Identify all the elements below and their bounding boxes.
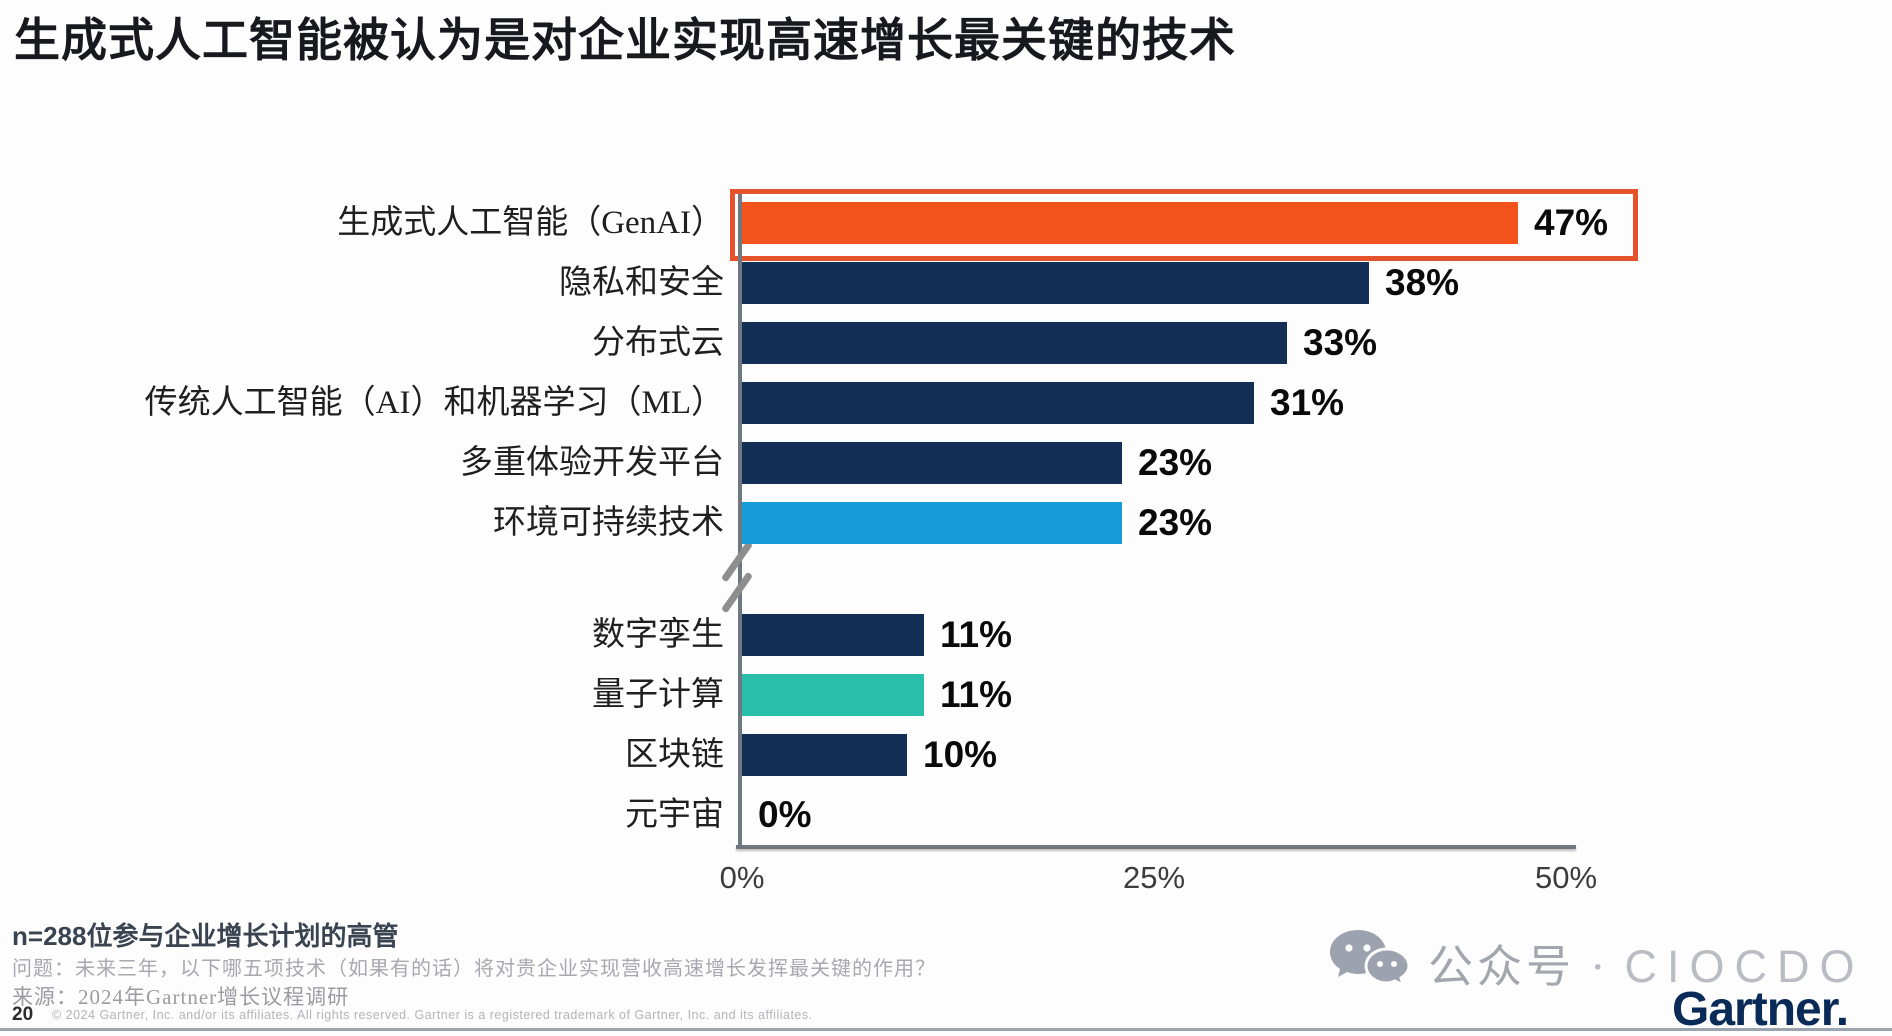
value-label: 0% (758, 794, 812, 835)
value-label: 33% (1303, 322, 1378, 363)
x-tick-label: 25% (1122, 860, 1186, 895)
value-label: 11% (940, 674, 1013, 715)
copyright-text: © 2024 Gartner, Inc. and/or its affiliat… (52, 1008, 813, 1022)
category-label: 区块链 (625, 737, 724, 773)
category-label: 环境可持续技术 (493, 505, 724, 541)
wechat-account-label: 公众号 · CIOCDO (1428, 930, 1865, 995)
value-label: 31% (1270, 382, 1345, 423)
value-label: 23% (1138, 442, 1213, 483)
sample-size-note: n=288位参与企业增长计划的高管 (12, 921, 399, 951)
bar (742, 442, 1122, 484)
bar (742, 262, 1369, 304)
category-label: 数字孪生 (592, 617, 724, 653)
value-label: 38% (1385, 262, 1460, 303)
y-axis-line (738, 194, 742, 847)
bar (742, 502, 1122, 544)
bar (742, 322, 1287, 364)
value-label: 11% (940, 614, 1013, 655)
x-axis-line (736, 845, 1576, 849)
bar (742, 202, 1518, 244)
category-label: 生成式人工智能（GenAI） (337, 205, 724, 241)
value-label: 23% (1138, 502, 1213, 543)
page-title: 生成式人工智能被认为是对企业实现高速增长最关键的技术 (14, 15, 1236, 66)
bottom-divider (0, 1028, 1892, 1031)
category-label: 多重体验开发平台 (460, 445, 724, 481)
bar-chart: 生成式人工智能（GenAI） 47% 隐私和安全 38% 分布式云 33% 传统人工智能（A… (144, 189, 1638, 895)
category-label: 传统人工智能（AI）和机器学习（ML） (144, 385, 724, 421)
category-label: 分布式云 (592, 325, 724, 361)
account-name: CIOCDO (1624, 941, 1865, 992)
survey-question-note: 问题：未来三年，以下哪五项技术（如果有的话）将对贵企业实现营收高速增长发挥最关键… (12, 958, 936, 980)
genai-highlight-box (730, 189, 1638, 261)
bar (742, 734, 907, 776)
category-label: 隐私和安全 (559, 265, 724, 301)
source-note: 来源：2024年Gartner增长议程调研 (12, 985, 350, 1009)
page-number: 20 (12, 1004, 34, 1025)
bar (742, 382, 1254, 424)
value-label: 10% (923, 734, 998, 775)
value-label: 47% (1534, 202, 1609, 243)
category-label: 量子计算 (592, 677, 724, 713)
wechat-icon (1330, 930, 1411, 988)
bar (742, 614, 924, 656)
separator-dot: · (1590, 942, 1610, 992)
bar (742, 674, 924, 716)
wechat-label-text: 公众号 (1428, 942, 1576, 992)
gartner-logo: Gartner. (1672, 983, 1849, 1036)
category-label: 元宇宙 (625, 797, 724, 833)
x-tick-label: 0% (719, 860, 765, 895)
x-tick-label: 50% (1534, 860, 1598, 895)
